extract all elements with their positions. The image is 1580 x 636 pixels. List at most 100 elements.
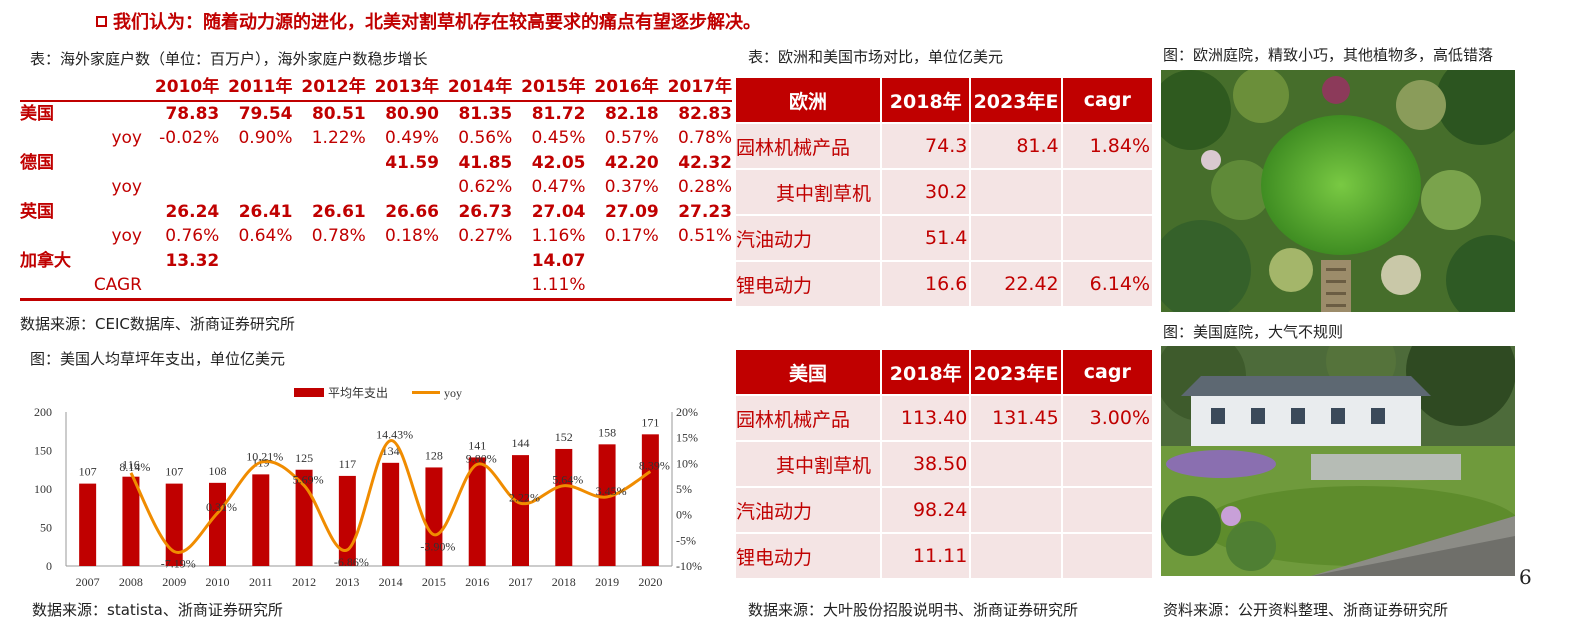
row-label: 汽油动力 xyxy=(736,488,881,532)
table-cell xyxy=(659,249,732,274)
right-tick-label: -5% xyxy=(676,533,696,547)
table-cell: 1.22% xyxy=(311,128,366,148)
market-table-source: 数据来源：大叶股份招股说明书、浙商证券研究所 xyxy=(748,601,1079,619)
table-cell: 27.23 xyxy=(678,201,732,222)
table-row: 汽油动力 51.4 xyxy=(736,216,1152,260)
x-tick-label: 2018 xyxy=(552,575,576,589)
year-header: 2011年 xyxy=(228,77,293,97)
table-cell: 131.45 xyxy=(971,396,1061,440)
yoy-value-label: 9.80% xyxy=(466,451,497,465)
x-tick-label: 2019 xyxy=(595,575,619,589)
table-row: 汽油动力 98.24 xyxy=(736,488,1152,532)
bar-value-label: 107 xyxy=(79,465,97,479)
table-cell: 78.83 xyxy=(165,103,220,124)
europe-market-table: 欧洲 2018年 2023年E cagr 园林机械产品 74.3 81.4 1.84% 其中割… xyxy=(734,76,1154,308)
right-tick-label: 15% xyxy=(676,431,698,445)
row-label: yoy xyxy=(111,177,142,197)
table-row: 德国 41.59 41.85 42.05 42.20 42.32 xyxy=(20,151,732,176)
country-label: 美国 xyxy=(20,103,54,124)
table-cell xyxy=(293,175,366,200)
us-garden-photo xyxy=(1161,346,1515,576)
country-label: 德国 xyxy=(20,152,54,173)
table-cell: 80.51 xyxy=(311,103,366,124)
europe-garden-photo xyxy=(1161,70,1515,312)
table-cell xyxy=(293,151,366,176)
table-cell: 0.76% xyxy=(165,226,220,246)
yoy-value-label: -6.86% xyxy=(334,555,369,569)
table-cell: 1.84% xyxy=(1062,124,1152,168)
row-label: 其中割草机 xyxy=(736,170,881,214)
bar xyxy=(382,462,400,566)
row-label: yoy xyxy=(111,128,142,148)
table-cell: 27.04 xyxy=(531,201,586,222)
table-cell: 0.57% xyxy=(604,128,659,148)
yoy-value-label: 5.69% xyxy=(293,472,324,486)
table-row: 其中割草机 30.2 xyxy=(736,170,1152,214)
country-label: 英国 xyxy=(20,201,54,222)
row-label: 锂电动力 xyxy=(736,534,881,578)
x-tick-label: 2014 xyxy=(379,575,403,589)
legend-line-label: yoy xyxy=(444,386,462,400)
row-label: 汽油动力 xyxy=(736,216,881,260)
yoy-value-label: 14.43% xyxy=(376,428,413,442)
table-cell: 0.28% xyxy=(677,177,732,197)
table-cell: 0.51% xyxy=(677,226,732,246)
household-source: 数据来源：CEIC数据库、浙商证券研究所 xyxy=(20,315,295,333)
table-cell xyxy=(586,273,659,299)
x-tick-label: 2011 xyxy=(249,575,273,589)
table-cell: 81.4 xyxy=(971,124,1061,168)
bar xyxy=(425,467,443,566)
table-cell xyxy=(293,249,366,274)
table-cell: 0.78% xyxy=(677,128,732,148)
table-cell: -0.02% xyxy=(159,128,220,148)
x-tick-label: 2012 xyxy=(292,575,316,589)
row-label: 园林机械产品 xyxy=(736,396,881,440)
table-cell: 0.37% xyxy=(604,177,659,197)
table-cell: 0.62% xyxy=(458,177,513,197)
table-cell xyxy=(659,273,732,299)
table-cell xyxy=(146,175,219,200)
right-tick-label: 5% xyxy=(676,482,692,496)
left-tick-label: 0 xyxy=(46,559,52,573)
table-cell xyxy=(366,175,439,200)
x-tick-label: 2015 xyxy=(422,575,446,589)
europe-garden-caption: 图：欧洲庭院，精致小巧，其他植物多，高低错落 xyxy=(1163,46,1494,64)
lawn-chart-source: 数据来源：statista、浙商证券研究所 xyxy=(32,601,283,619)
bar xyxy=(122,476,140,566)
table-cell xyxy=(293,273,366,299)
year-header: 2016年 xyxy=(594,77,659,97)
column-header: 美国 xyxy=(736,350,881,394)
table-cell xyxy=(1062,442,1152,486)
x-tick-label: 2017 xyxy=(509,575,533,589)
table-cell: 42.05 xyxy=(531,152,586,173)
table-cell: 11.11 xyxy=(882,534,970,578)
table-cell xyxy=(1062,534,1152,578)
x-tick-label: 2010 xyxy=(206,575,230,589)
table-cell: 0.56% xyxy=(458,128,513,148)
yoy-value-label: 8.39% xyxy=(639,459,670,473)
bar-value-label: 107 xyxy=(165,465,183,479)
lawn-spend-chart: 0 50 100 150 200 -10% -5% 0% 5% 10% 15% 20% 107 2007 1… xyxy=(34,386,702,589)
table-cell xyxy=(971,488,1061,532)
table-row: 其中割草机 38.50 xyxy=(736,442,1152,486)
x-tick-label: 2008 xyxy=(119,575,143,589)
x-tick-label: 2020 xyxy=(638,575,662,589)
bar xyxy=(165,483,183,566)
column-header: 2023年E xyxy=(971,78,1061,122)
page-number: 6 xyxy=(1519,565,1532,589)
right-tick-label: 20% xyxy=(676,405,698,419)
column-header: 2023年E xyxy=(971,350,1061,394)
bar xyxy=(468,457,486,566)
table-cell: 30.2 xyxy=(882,170,970,214)
table-row: 加拿大 13.32 14.07 xyxy=(20,249,732,274)
bar-value-label: 125 xyxy=(295,451,313,465)
table-cell xyxy=(1062,488,1152,532)
table-cell: 0.45% xyxy=(531,128,586,148)
table-cell xyxy=(219,175,292,200)
table-cell xyxy=(1062,216,1152,260)
table-row: CAGR 1.11% xyxy=(20,273,732,299)
lawn-chart-caption: 图：美国人均草坪年支出，单位亿美元 xyxy=(30,350,286,368)
left-tick-label: 50 xyxy=(40,521,52,535)
table-cell xyxy=(971,170,1061,214)
bar-value-label: 128 xyxy=(425,448,443,462)
